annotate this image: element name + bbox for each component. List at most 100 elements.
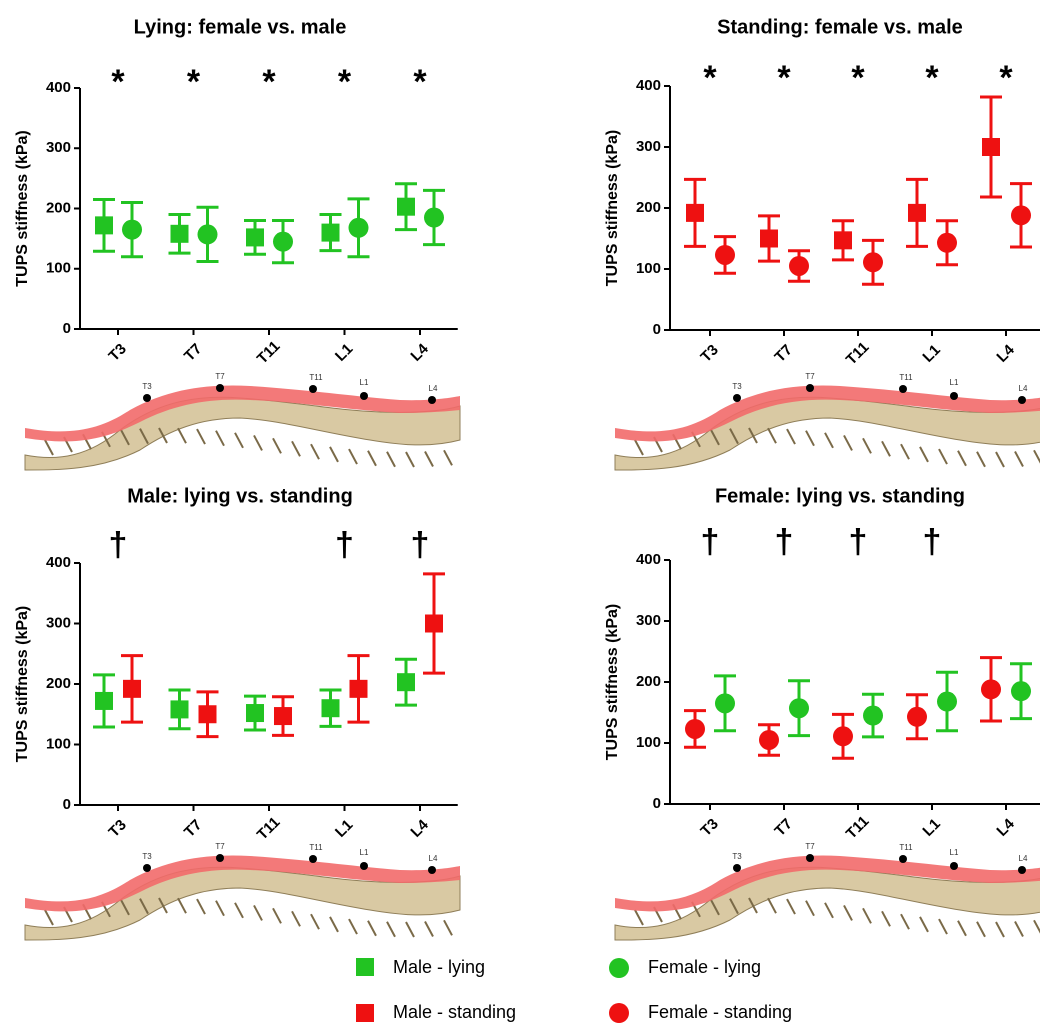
spine-point: [899, 855, 907, 863]
vertebra: [862, 437, 872, 454]
significance-marker: *: [925, 59, 939, 97]
y-tick-label: 100: [636, 734, 661, 751]
y-axis-label: TUPS stiffness (kPa): [604, 604, 621, 760]
x-tick-label: T11: [254, 338, 284, 368]
vertebra: [443, 919, 453, 936]
error-bar-group: [423, 188, 445, 247]
y-tick-label: 300: [636, 612, 661, 629]
spine-illustration: T3 T7 T11 L1 L4: [24, 842, 461, 941]
vertebra: [938, 918, 948, 935]
significance-marker: †: [923, 523, 942, 561]
vertebra: [196, 898, 206, 915]
chart-title: Female: lying vs. standing: [715, 485, 965, 507]
error-bar-group: [832, 712, 854, 760]
spine-point: [806, 854, 814, 862]
marker: [198, 705, 217, 724]
error-bar-group: [93, 673, 115, 729]
x-tick-label: L4: [407, 340, 432, 365]
vertebra: [44, 909, 54, 926]
marker: [424, 207, 444, 228]
marker: [1011, 205, 1031, 226]
legend-marker: [609, 1003, 629, 1023]
vertebra: [843, 434, 853, 451]
x-tick-label: L1: [919, 815, 943, 839]
marker: [1011, 681, 1031, 702]
marker: [863, 252, 883, 273]
marker: [863, 705, 883, 726]
spine-point-label: T3: [142, 852, 152, 861]
x-tick-label: T11: [843, 339, 873, 369]
muscle-band: [25, 855, 460, 912]
x-tick-label: T7: [771, 815, 795, 839]
error-bar-group: [980, 95, 1002, 199]
vertebra: [215, 430, 225, 447]
x-tick-label: T7: [181, 816, 205, 840]
vertebra: [348, 918, 358, 935]
spine-point-label: L1: [950, 848, 959, 857]
spine-point: [1018, 866, 1026, 874]
y-tick-label: 200: [46, 675, 71, 692]
error-bar-group: [196, 690, 219, 739]
y-tick-label: 100: [46, 260, 71, 277]
spine-point: [216, 854, 224, 862]
marker: [170, 224, 189, 243]
spine-point-label: T7: [215, 842, 225, 851]
muscle-band: [615, 855, 1040, 912]
error-bar-group: [980, 656, 1002, 723]
marker: [321, 699, 340, 718]
vertebra: [1014, 921, 1024, 937]
spine-point-label: L4: [429, 384, 438, 393]
vertebra: [310, 913, 320, 930]
vertebra: [367, 920, 377, 937]
vertebra: [729, 428, 739, 445]
marker: [397, 673, 415, 692]
marker: [937, 691, 957, 712]
spine-point-label: T11: [309, 843, 323, 852]
y-tick-label: 0: [63, 796, 71, 813]
error-bar-group: [168, 688, 191, 731]
y-tick-label: 0: [63, 320, 71, 337]
vertebra: [710, 429, 720, 446]
error-bar-group: [347, 197, 370, 259]
y-tick-label: 100: [46, 735, 71, 752]
vertebra: [177, 897, 187, 914]
vertebra: [748, 897, 758, 914]
error-bar-group: [1010, 182, 1032, 249]
x-tick-label: L1: [332, 816, 356, 840]
spine-point: [216, 384, 224, 392]
vertebra: [634, 909, 644, 926]
y-tick-label: 300: [46, 139, 71, 156]
vertebra: [843, 904, 853, 921]
spine-point: [309, 385, 317, 393]
vertebra: [405, 921, 415, 938]
error-bar-group: [244, 694, 266, 732]
vertebra: [386, 921, 396, 938]
vertebra: [1033, 449, 1040, 464]
error-bar-group: [244, 219, 266, 256]
marker: [397, 197, 415, 216]
legend-label: Female - lying: [648, 957, 761, 977]
marker: [273, 231, 293, 252]
significance-marker: *: [262, 63, 276, 101]
significance-marker: *: [777, 59, 791, 97]
vertebra: [386, 451, 396, 468]
error-bar-group: [395, 182, 417, 232]
spine-point-label: T7: [805, 372, 815, 381]
significance-marker: †: [775, 523, 794, 561]
x-tick-label: T3: [105, 816, 129, 840]
marker: [937, 232, 957, 253]
error-bar-group: [272, 219, 294, 265]
error-bar-group: [832, 219, 854, 262]
vertebra: [767, 897, 777, 914]
x-tick-label: L1: [332, 340, 356, 364]
vertebra: [367, 450, 377, 467]
error-bar-group: [862, 692, 884, 739]
vertebra: [234, 432, 244, 449]
vertebra: [729, 898, 739, 915]
x-tick-label: L4: [993, 815, 1018, 840]
vertebra: [120, 429, 130, 446]
y-tick-label: 400: [636, 551, 661, 568]
y-tick-label: 200: [636, 199, 661, 216]
error-bar-group: [906, 177, 928, 248]
marker: [908, 203, 926, 222]
